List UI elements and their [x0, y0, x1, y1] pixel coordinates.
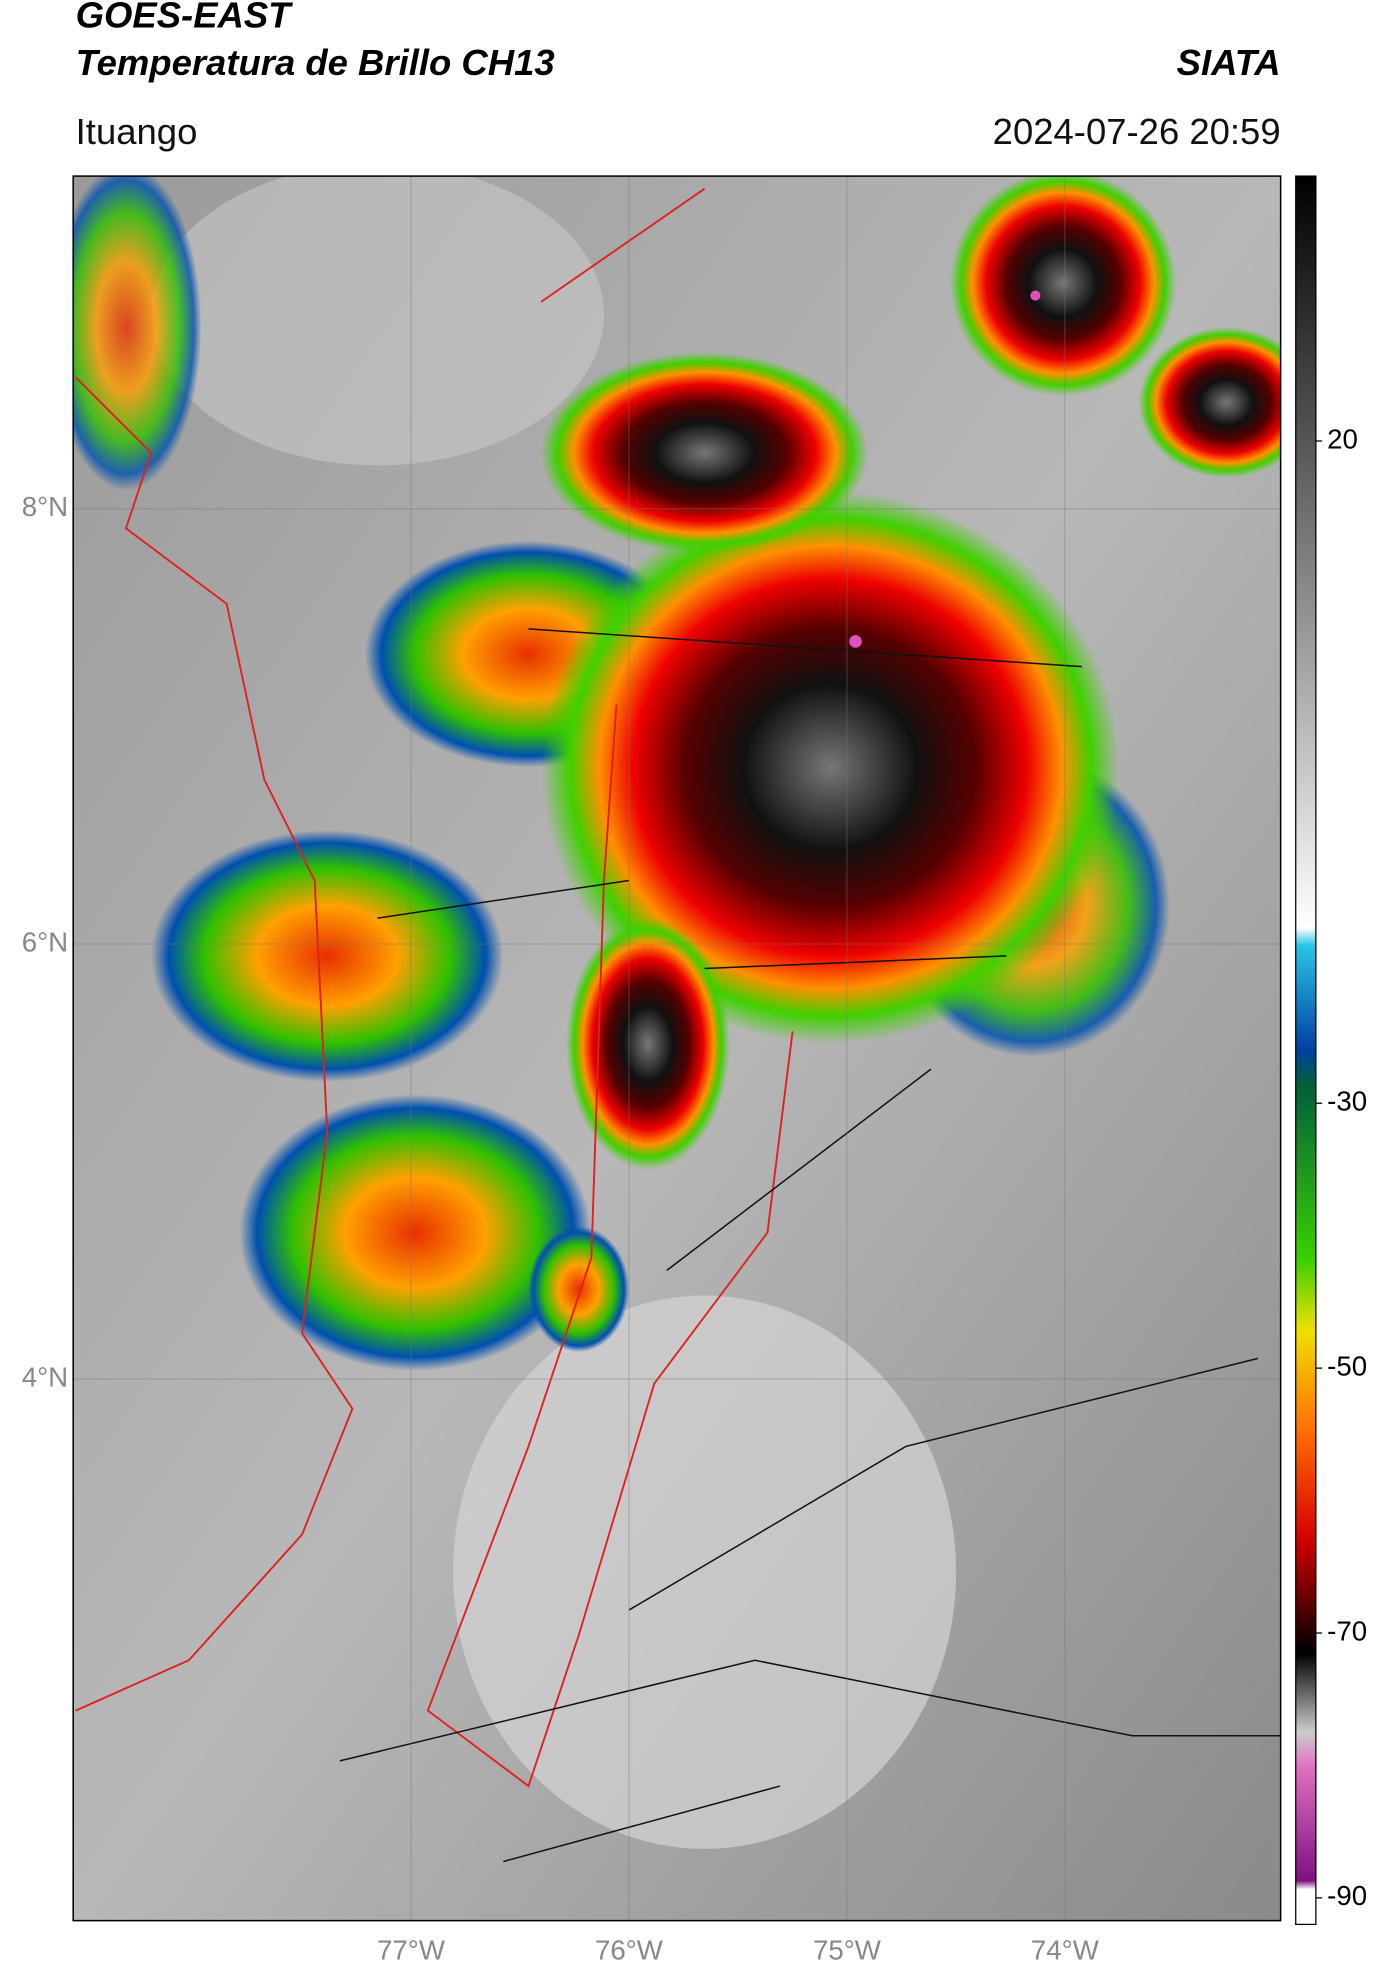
colorbar-tick-label: -30	[1327, 1086, 1367, 1117]
lon-tick-label: 75°W	[813, 1934, 882, 1965]
colorbar-tick-label: -70	[1327, 1615, 1367, 1646]
lon-tick-label: 74°W	[1031, 1934, 1100, 1965]
lat-tick-label: 8°N	[22, 491, 68, 522]
lat-tick-label: 6°N	[22, 926, 68, 957]
location: Ituango	[76, 111, 198, 152]
datetime: 2024-07-26 20:59	[993, 111, 1281, 152]
satellite-image	[73, 176, 1281, 1921]
lon-tick-label: 77°W	[377, 1934, 446, 1965]
lon-tick-label: 76°W	[595, 1934, 664, 1965]
subtitle: Temperatura de Brillo CH13	[76, 42, 555, 83]
colorbar-tick-label: -90	[1327, 1880, 1367, 1911]
graticule	[73, 176, 1281, 1921]
map-frame	[72, 175, 1282, 1922]
source: SIATA	[1177, 42, 1281, 83]
colorbar-tick-label: 20	[1327, 423, 1358, 454]
colorbar	[1295, 175, 1317, 1926]
title: GOES-EAST	[76, 0, 294, 35]
colorbar-tick-label: -50	[1327, 1350, 1367, 1381]
lat-tick-label: 4°N	[22, 1361, 68, 1392]
